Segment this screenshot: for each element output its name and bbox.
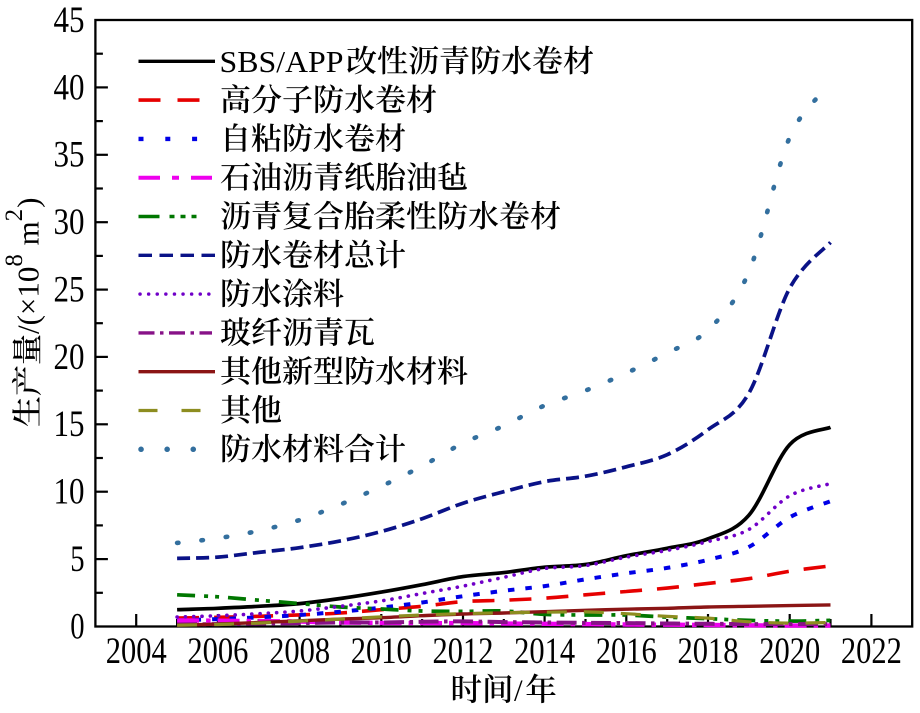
svg-text:m: m (10, 221, 45, 253)
svg-text:2018: 2018 (678, 630, 739, 671)
svg-text:25: 25 (54, 269, 85, 310)
svg-text:2020: 2020 (759, 630, 820, 671)
svg-text:2008: 2008 (269, 630, 330, 671)
svg-text:10: 10 (54, 471, 85, 512)
svg-text:2: 2 (1, 209, 28, 222)
svg-text:): ) (10, 197, 45, 207)
svg-text:2012: 2012 (433, 630, 494, 671)
svg-text:2022: 2022 (841, 630, 902, 671)
svg-text:/(×10: /(×10 (10, 267, 45, 334)
svg-text:35: 35 (54, 134, 85, 175)
svg-text:45: 45 (54, 0, 85, 40)
svg-text:40: 40 (54, 66, 85, 107)
svg-text:15: 15 (54, 403, 85, 444)
svg-text:2016: 2016 (596, 630, 657, 671)
svg-text:0: 0 (70, 605, 84, 646)
svg-text:SBS/APP: SBS/APP (220, 44, 344, 79)
svg-text:20: 20 (54, 336, 85, 377)
svg-text:2006: 2006 (187, 630, 248, 671)
svg-text:/: / (514, 673, 523, 708)
svg-text:5: 5 (70, 538, 84, 579)
svg-text:2010: 2010 (351, 630, 412, 671)
svg-text:8: 8 (1, 254, 28, 267)
svg-text:30: 30 (54, 201, 85, 242)
svg-text:2014: 2014 (514, 630, 575, 671)
svg-text:2004: 2004 (106, 630, 167, 671)
